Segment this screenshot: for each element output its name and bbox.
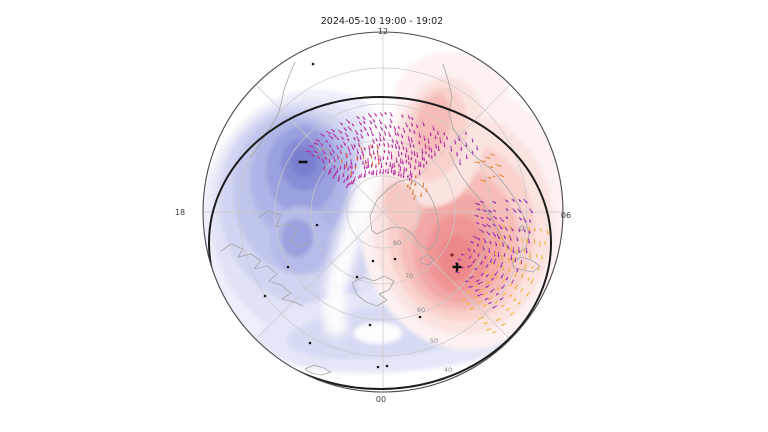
mlt-label-18: 18 xyxy=(175,208,185,217)
mlt-label-00: 00 xyxy=(376,395,386,404)
lat-label-60: 60 xyxy=(417,306,425,314)
potential-extrema-markers xyxy=(298,160,525,272)
positive-potential-cell xyxy=(359,52,563,350)
potential-minimum-marker xyxy=(298,160,308,164)
vector-cluster-noon-orange-sparse xyxy=(340,144,380,176)
plot-boundary-circle xyxy=(202,31,564,393)
ground-station-dots xyxy=(263,62,422,369)
mlt-label-06: 06 xyxy=(561,211,571,220)
vector-cluster-morning-orange xyxy=(474,153,505,182)
sunlight-terminator-line xyxy=(208,96,552,390)
lat-label-40: 40 xyxy=(444,366,452,374)
latitude-tick-labels: 80 70 60 50 40 xyxy=(393,239,452,374)
open-circle-marker xyxy=(519,225,525,231)
red-station-dot xyxy=(450,253,454,257)
plot-title: 2024-05-10 19:00 - 19:02 xyxy=(321,16,443,27)
mlt-label-12: 12 xyxy=(378,27,388,36)
vector-cluster-morning-purple-streaks xyxy=(450,131,479,166)
magnetic-perturbation-vectors xyxy=(305,111,549,334)
vector-cluster-central-orange-specks xyxy=(406,174,428,201)
vector-cluster-dawn-yellow-band xyxy=(461,224,549,334)
lat-label-70: 70 xyxy=(405,272,413,280)
vector-cluster-dawn-flank-band xyxy=(454,198,533,309)
mlat-mlt-grid xyxy=(203,32,563,392)
lat-label-50: 50 xyxy=(430,337,438,345)
mlt-tick-labels: 12 06 00 18 xyxy=(175,27,571,404)
lat-label-80: 80 xyxy=(393,239,401,247)
